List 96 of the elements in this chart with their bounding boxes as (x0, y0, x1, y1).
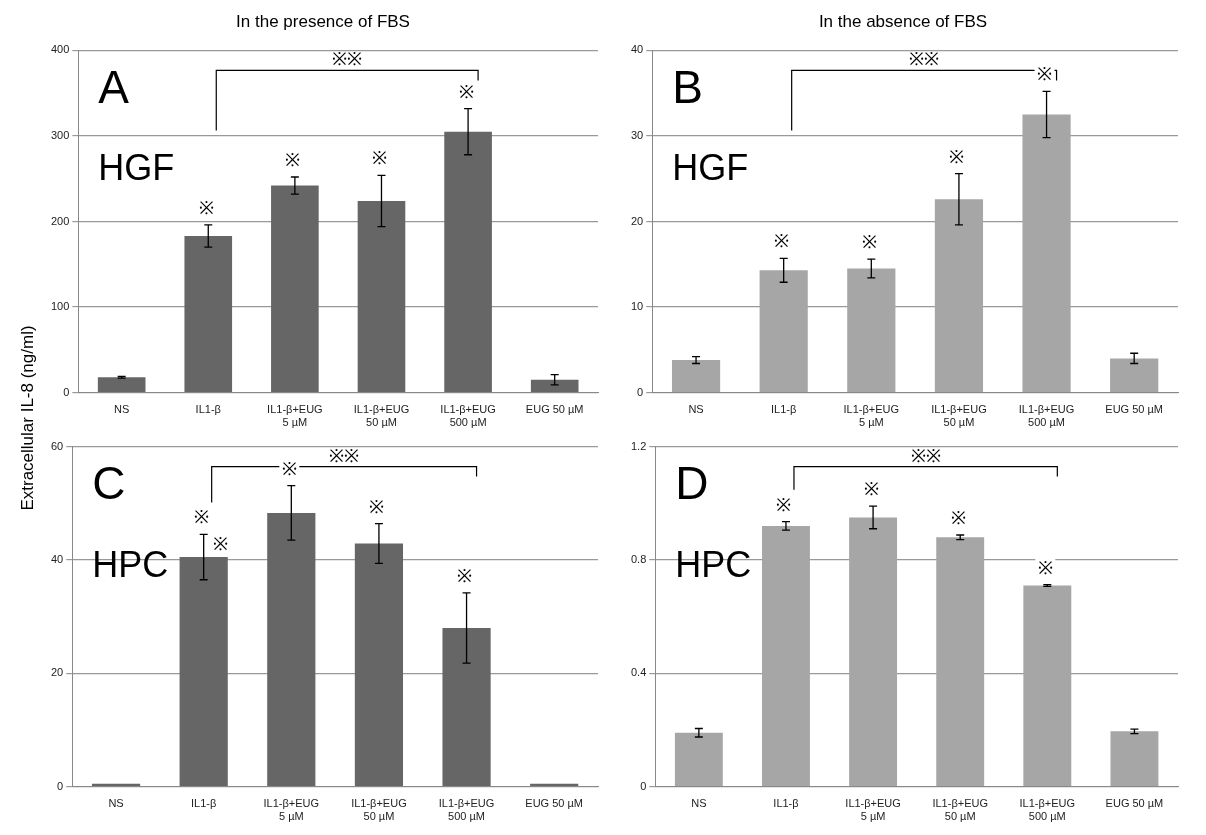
bar (849, 517, 898, 786)
chart-title: In the absence of FBS (818, 11, 988, 31)
y-tick-label: 0 (63, 385, 70, 398)
x-tick-label: IL1-β+EUG 50 µM (931, 403, 987, 429)
x-tick-label: IL1-β+EUG 5 µM (845, 797, 901, 823)
annotation: HPC (675, 543, 752, 585)
bar (179, 557, 228, 786)
annotation: ※ (194, 507, 210, 528)
bar (759, 270, 808, 392)
annotation: ※ (369, 496, 385, 517)
y-tick-label: 0 (637, 385, 644, 398)
annotation: ※ (458, 81, 474, 102)
bar (357, 200, 406, 392)
annotation: ※ (457, 565, 473, 586)
y-tick-label: 1.2 (630, 439, 647, 452)
annotation: ※ (950, 507, 966, 528)
x-tick-label: IL1-β (773, 797, 799, 810)
x-tick-label: NS (691, 797, 707, 810)
x-tick-label: IL1-β+EUG 5 µM (843, 403, 900, 429)
y-tick-label: 0.8 (630, 552, 647, 565)
y-tick-label: 200 (50, 214, 70, 227)
annotation: ※ (285, 149, 301, 170)
y-tick-label: 0.4 (630, 666, 647, 679)
chart-title: In the presence of FBS (236, 11, 410, 31)
y-tick-label: 0 (640, 779, 647, 792)
annotation: ※※ (329, 445, 360, 466)
bar (934, 199, 984, 392)
annotation: A (98, 61, 130, 114)
x-tick-label: EUG 50 µM (525, 797, 584, 810)
y-tick-label: 20 (630, 214, 644, 227)
bar (847, 268, 896, 392)
y-axis-title: Extracellular IL-8 (ng/ml) (18, 325, 38, 511)
annotation: D (675, 457, 709, 510)
x-tick-label: IL1-β+EUG 50 µM (932, 797, 988, 823)
annotation: B (672, 61, 703, 114)
annotation: ※ (371, 148, 387, 169)
annotation: ※ (863, 479, 879, 500)
bar (674, 732, 723, 786)
y-tick-label: 100 (50, 300, 70, 313)
x-tick-label: NS (688, 403, 704, 416)
y-tick-label: 60 (50, 439, 64, 452)
bar (936, 537, 985, 786)
annotation: C (92, 457, 126, 510)
x-tick-label: EUG 50 µM (1105, 403, 1164, 416)
bar (1022, 114, 1071, 392)
annotation: HGF (98, 147, 175, 189)
y-tick-label: 10 (630, 300, 644, 313)
annotation: ※ (213, 534, 229, 555)
y-tick-label: 300 (50, 128, 70, 141)
x-tick-label: IL1-β+EUG 500 µM (1019, 797, 1076, 823)
y-tick-label: 40 (50, 552, 64, 565)
bar (442, 627, 491, 786)
x-tick-label: IL1-β (191, 797, 217, 810)
bar (1110, 358, 1159, 392)
x-tick-label: IL1-β+EUG 500 µM (1018, 403, 1075, 429)
x-tick-label: IL1-β+EUG 500 µM (440, 403, 496, 429)
bar (271, 185, 319, 392)
y-tick-label: 30 (630, 128, 644, 141)
bar (530, 379, 579, 392)
bar (444, 131, 492, 392)
annotation: ※ (1037, 557, 1053, 578)
bar (267, 512, 316, 786)
bar (762, 525, 810, 786)
annotation: ※ (774, 231, 790, 252)
x-tick-label: EUG 50 µM (1105, 797, 1164, 810)
annotation: HGF (672, 147, 749, 189)
annotation: ※※ (909, 49, 940, 70)
x-tick-label: IL1-β+EUG 50 µM (353, 403, 410, 429)
x-tick-label: NS (108, 797, 124, 810)
annotation: ※ (281, 458, 297, 479)
bar (97, 377, 146, 392)
y-tick-label: 400 (50, 43, 70, 56)
bar (671, 360, 721, 392)
x-tick-label: IL1-β+EUG 5 µM (267, 403, 323, 429)
bar (184, 236, 233, 392)
x-tick-label: EUG 50 µM (525, 403, 584, 416)
x-tick-label: NS (114, 403, 130, 416)
x-tick-label: IL1-β (771, 403, 797, 416)
x-tick-label: IL1-β+EUG 500 µM (438, 797, 495, 823)
annotation: HPC (92, 543, 169, 585)
annotation: ※ (198, 197, 214, 218)
bar (1023, 585, 1072, 786)
y-tick-label: 0 (57, 779, 64, 792)
x-tick-label: IL1-β+EUG 5 µM (263, 797, 320, 823)
bar (1110, 731, 1159, 786)
annotation: ※ (949, 146, 965, 167)
x-tick-label: IL1-β+EUG 50 µM (351, 797, 407, 823)
y-tick-label: 20 (50, 666, 64, 679)
annotation: ※ (776, 494, 792, 515)
annotation: ※ (861, 232, 877, 253)
annotation: ※※ (332, 49, 363, 70)
annotation: ※※ (910, 445, 941, 466)
annotation: ※ (1037, 64, 1053, 85)
x-tick-label: IL1-β (195, 403, 221, 416)
bar (354, 543, 404, 786)
y-tick-label: 40 (630, 43, 644, 56)
